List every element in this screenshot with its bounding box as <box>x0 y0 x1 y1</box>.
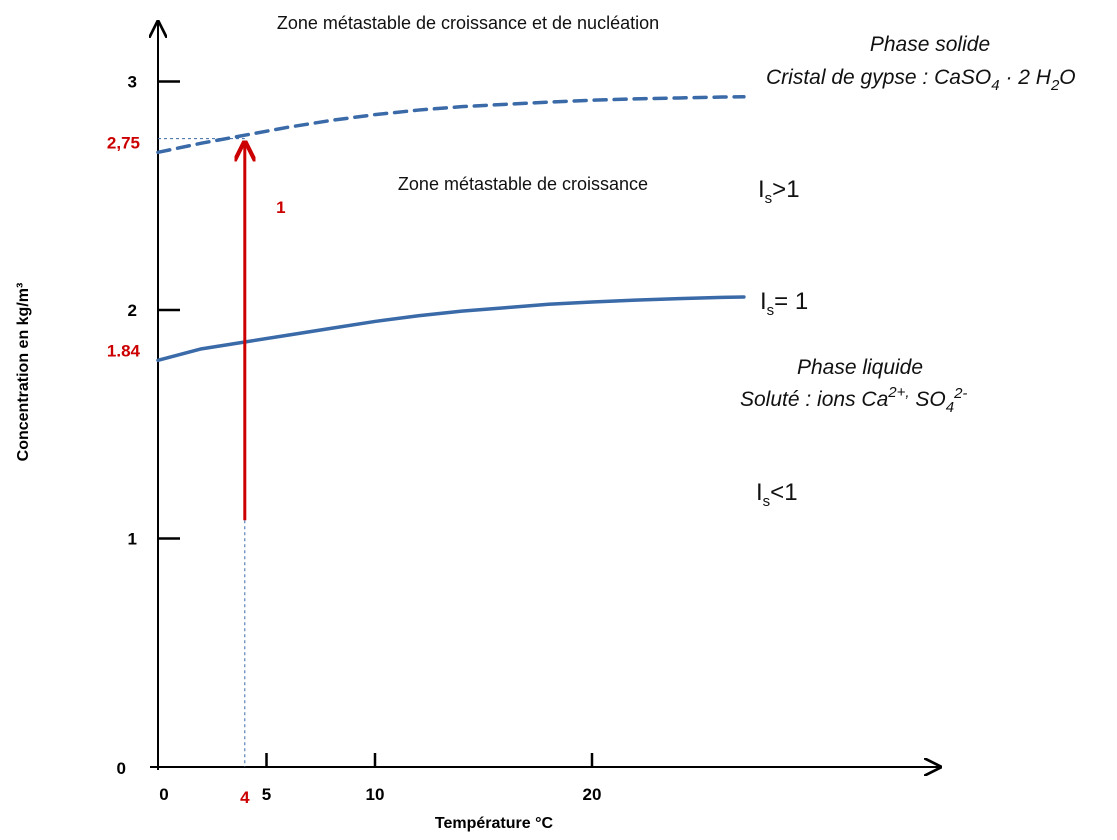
x-axis-title: Température °C <box>435 815 554 832</box>
guide-lines: 4 2,75 1.84 <box>107 134 250 807</box>
highlight-y-label: 2,75 <box>107 134 140 153</box>
phase-liquid-formula: Soluté : ions Ca2+, SO42- <box>740 384 967 416</box>
x-tick-label: 20 <box>583 785 602 804</box>
red-arrow-group: 1 <box>245 145 286 521</box>
highlight-y-label: 1.84 <box>107 342 141 361</box>
y-tick-label: 3 <box>128 73 137 92</box>
x-ticks: 0 5 10 20 <box>159 753 601 804</box>
is-greater-label: Is>1 <box>758 176 800 207</box>
supersaturation-curve <box>156 95 746 155</box>
y-axis-title: Concentration en kg/m³ <box>15 283 32 462</box>
phase-liquid-title: Phase liquide <box>797 356 923 379</box>
x-tick-label: 10 <box>366 785 385 804</box>
series-group <box>156 95 746 363</box>
solubility-curve <box>156 295 746 363</box>
x-tick-label: 0 <box>159 785 168 804</box>
highlight-x-label: 4 <box>240 788 250 807</box>
y-ticks: 0 1 2 3 <box>117 73 180 778</box>
is-less-label: Is<1 <box>756 479 798 510</box>
y-tick-label: 2 <box>128 301 137 320</box>
x-tick-label: 5 <box>262 785 271 804</box>
y-tick-label: 0 <box>117 759 126 778</box>
zone-top-label: Zone métastable de croissance et de nucl… <box>277 13 659 33</box>
phase-solid-title: Phase solide <box>870 33 990 56</box>
phase-solid-formula: Cristal de gypse : CaSO4 · 2 H2O <box>766 66 1076 94</box>
zone-middle-label: Zone métastable de croissance <box>398 174 648 194</box>
y-tick-label: 1 <box>128 530 137 549</box>
is-equal-label: Is= 1 <box>760 288 808 319</box>
arrow-label: 1 <box>276 198 285 217</box>
